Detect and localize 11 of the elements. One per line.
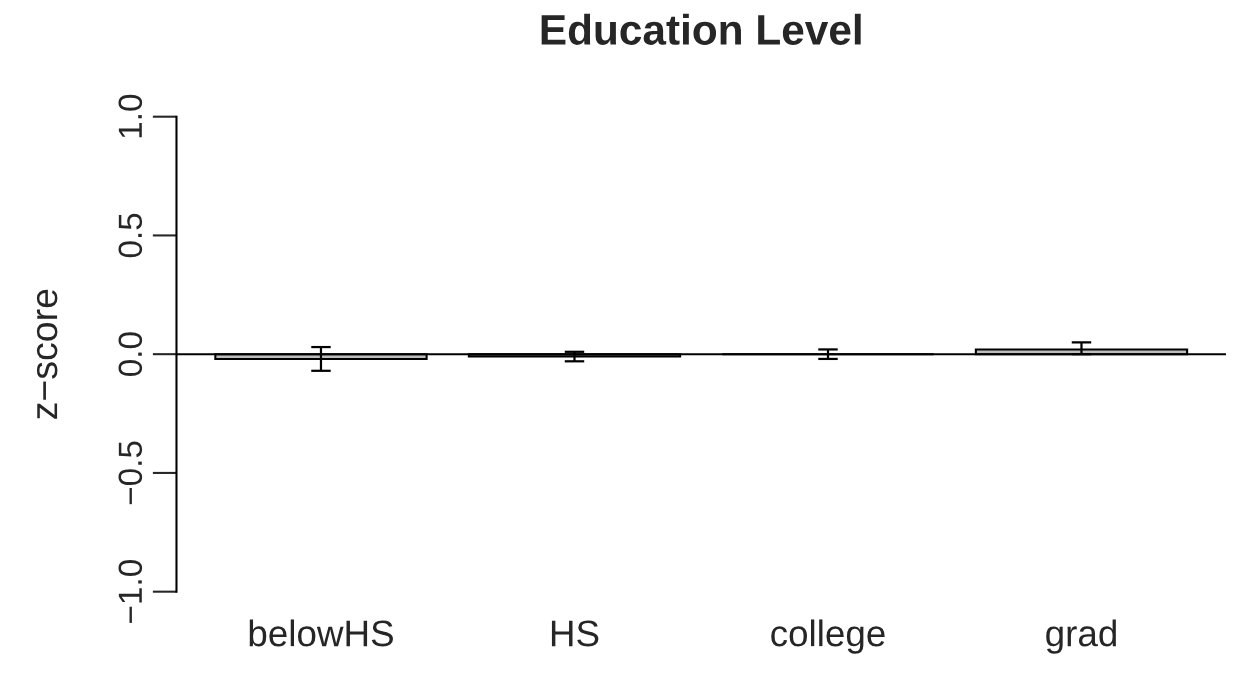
x-tick-label: HS bbox=[551, 620, 599, 647]
y-tick-label: 0.5 bbox=[118, 213, 143, 258]
y-tick-label: −0.5 bbox=[118, 441, 143, 505]
x-tick-label: college bbox=[771, 619, 885, 654]
y-axis-title: z−score bbox=[36, 289, 58, 419]
x-tick-label: grad bbox=[1046, 619, 1116, 654]
y-tick-label: 1.0 bbox=[118, 94, 143, 138]
y-tick-label: 0.0 bbox=[118, 332, 143, 377]
x-tick-label: belowHS bbox=[249, 619, 393, 647]
y-tick-label: −1.0 bbox=[118, 560, 143, 623]
chart-title: Education Level bbox=[541, 13, 861, 45]
